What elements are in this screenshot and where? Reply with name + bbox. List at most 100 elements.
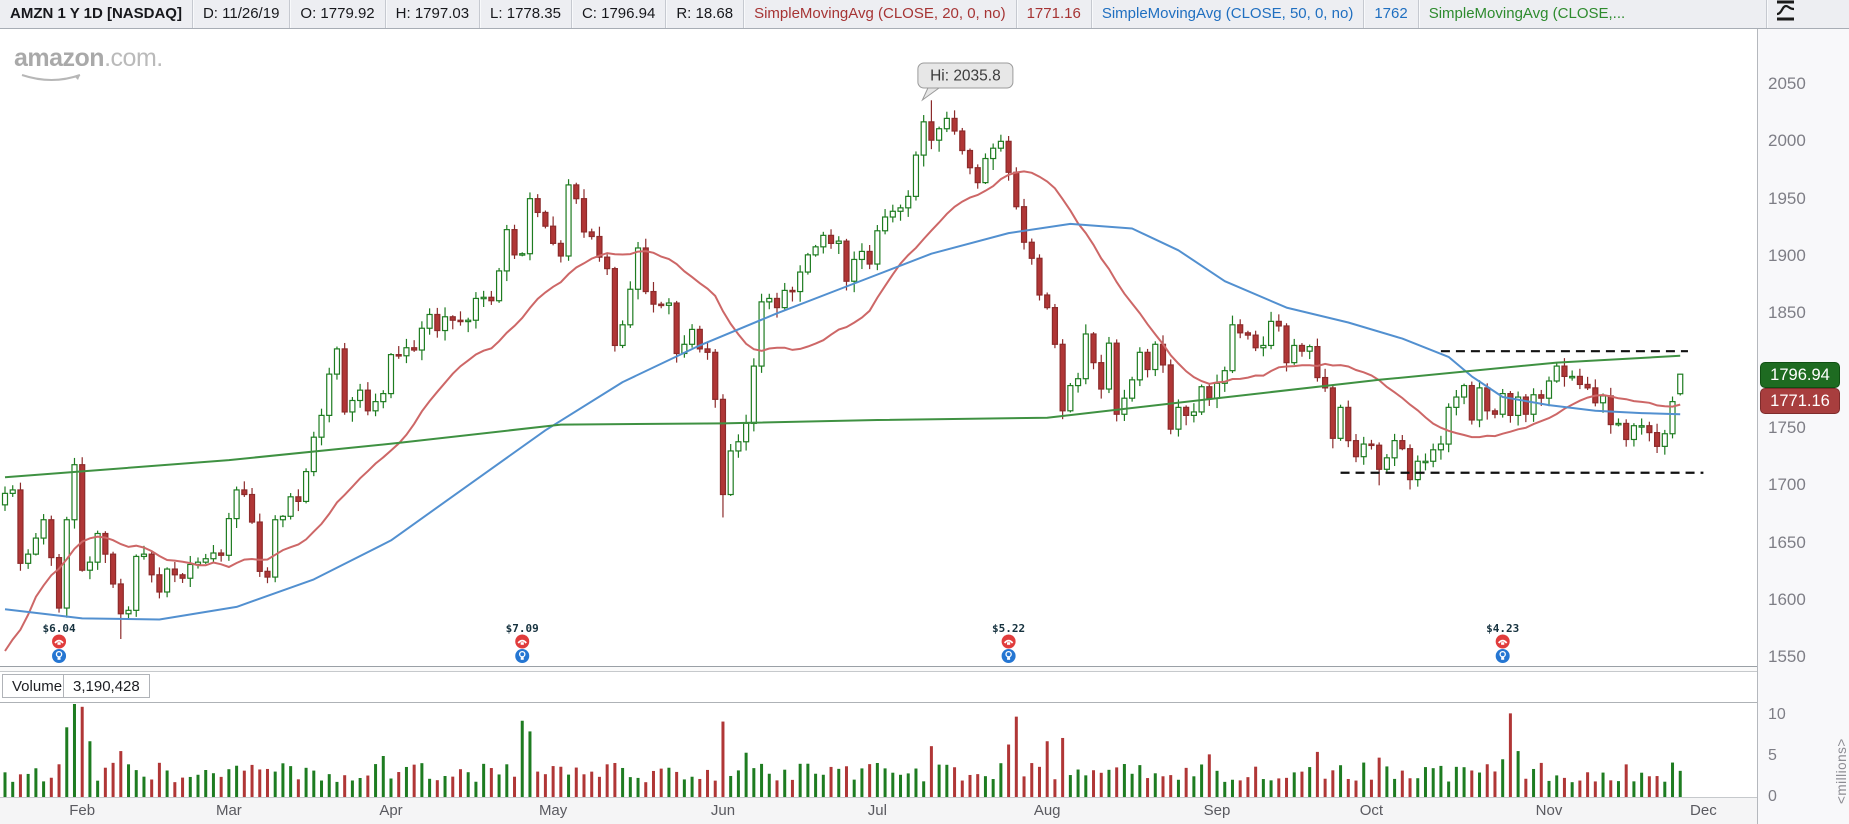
volume-bar bbox=[651, 770, 655, 797]
candle bbox=[959, 127, 966, 155]
candle bbox=[1144, 348, 1151, 378]
high-field: H: 1797.03 bbox=[386, 0, 481, 28]
price-tick-label: 1750 bbox=[1768, 418, 1806, 437]
candle bbox=[897, 204, 904, 221]
candle bbox=[403, 338, 410, 364]
volume-bar bbox=[204, 770, 208, 797]
volume-bar bbox=[1138, 765, 1142, 797]
sma20-study-value: 1771.16 bbox=[1017, 0, 1092, 28]
candle bbox=[295, 489, 302, 512]
volume-bar bbox=[1053, 779, 1057, 797]
volume-bar bbox=[1516, 751, 1520, 797]
volume-bar bbox=[1238, 780, 1242, 797]
volume-bar bbox=[1586, 772, 1590, 797]
candle bbox=[1399, 435, 1406, 451]
candle bbox=[395, 346, 402, 359]
sma20-line[interactable] bbox=[4, 170, 1681, 652]
candle bbox=[982, 153, 989, 185]
candle bbox=[1121, 389, 1128, 421]
volume-bar bbox=[127, 764, 131, 797]
volume-bar bbox=[1377, 757, 1381, 797]
volume-bar bbox=[482, 763, 486, 797]
candle bbox=[1206, 384, 1213, 406]
volume-bar bbox=[597, 776, 601, 797]
volume-bar bbox=[690, 776, 694, 797]
candle bbox=[218, 549, 225, 562]
earnings-marker[interactable]: $6.04 bbox=[42, 622, 76, 663]
sma200-study-label[interactable]: SimpleMovingAvg (CLOSE,... bbox=[1419, 0, 1767, 28]
candle bbox=[758, 293, 765, 373]
candle bbox=[534, 194, 541, 218]
candle bbox=[133, 554, 140, 617]
candle bbox=[1267, 311, 1275, 350]
candle bbox=[511, 224, 518, 259]
volume-bar bbox=[134, 770, 138, 797]
pane-separator[interactable] bbox=[0, 666, 1757, 672]
candle bbox=[1515, 391, 1522, 426]
candle bbox=[990, 143, 997, 170]
candle bbox=[858, 243, 866, 270]
volume-bar bbox=[1107, 769, 1111, 797]
candle bbox=[364, 382, 371, 416]
candle bbox=[1345, 400, 1352, 448]
volume-bar bbox=[551, 766, 555, 797]
candle bbox=[735, 434, 742, 458]
candle bbox=[812, 244, 819, 257]
sma200-line[interactable] bbox=[4, 354, 1681, 479]
candle bbox=[1677, 373, 1684, 396]
volume-bar bbox=[211, 773, 215, 797]
candle bbox=[32, 532, 39, 556]
earnings-bulb-icon[interactable] bbox=[52, 649, 67, 663]
low-field: L: 1778.35 bbox=[480, 0, 572, 28]
conference-call-phone-icon[interactable] bbox=[515, 634, 530, 649]
candle bbox=[1460, 383, 1468, 405]
candle bbox=[1391, 433, 1398, 467]
volume-bar bbox=[420, 763, 424, 797]
conference-call-phone-icon[interactable] bbox=[1495, 634, 1510, 649]
volume-bar bbox=[891, 772, 895, 797]
volume-bar bbox=[543, 774, 547, 797]
high-price-tooltip: Hi: 2035.8 bbox=[917, 62, 1014, 102]
candle bbox=[1113, 339, 1120, 422]
conference-call-phone-icon[interactable] bbox=[52, 634, 67, 649]
candle bbox=[1592, 379, 1599, 407]
volume-study-label[interactable]: Volume bbox=[2, 674, 73, 698]
volume-bar bbox=[844, 766, 848, 797]
symbol-label[interactable]: AMZN 1 Y 1D [NASDAQ] bbox=[0, 0, 193, 28]
volume-bar bbox=[1478, 772, 1482, 797]
sma20-study-label[interactable]: SimpleMovingAvg (CLOSE, 20, 0, no) bbox=[744, 0, 1017, 28]
candle bbox=[874, 225, 881, 271]
earnings-bulb-icon[interactable] bbox=[1001, 649, 1016, 663]
price-tick-label: 1850 bbox=[1768, 303, 1806, 323]
candle bbox=[380, 390, 387, 409]
earnings-marker[interactable]: $7.09 bbox=[506, 622, 539, 663]
eps-label: $5.22 bbox=[992, 622, 1025, 635]
volume-bar bbox=[1570, 782, 1574, 797]
earnings-bulb-icon[interactable] bbox=[1495, 649, 1510, 663]
earnings-marker[interactable]: $5.22 bbox=[992, 622, 1025, 663]
candle bbox=[318, 408, 325, 446]
month-tick-label: Nov bbox=[1535, 802, 1563, 819]
volume-bar bbox=[744, 752, 748, 797]
volume-tick-label: 5 bbox=[1768, 747, 1777, 764]
conference-call-phone-icon[interactable] bbox=[1001, 634, 1016, 649]
sma50-study-label[interactable]: SimpleMovingAvg (CLOSE, 50, 0, no) bbox=[1092, 0, 1365, 28]
candle bbox=[1314, 338, 1321, 382]
volume-bar bbox=[458, 769, 462, 797]
volume-bar bbox=[505, 764, 509, 797]
volume-bar bbox=[1215, 770, 1219, 797]
date-field: D: 11/26/19 bbox=[193, 0, 291, 28]
candle bbox=[650, 282, 657, 313]
candle bbox=[480, 290, 487, 307]
chart-style-button[interactable] bbox=[1767, 0, 1849, 28]
candle bbox=[1082, 324, 1089, 385]
candle bbox=[488, 290, 495, 305]
volume-chart-canvas[interactable] bbox=[0, 703, 1757, 797]
price-axis[interactable]: <millions> 2050 2000 1950 1900 1850 1750 1700 1… bbox=[1757, 29, 1849, 824]
candle bbox=[550, 216, 557, 246]
sma50-line[interactable] bbox=[4, 222, 1681, 621]
earnings-marker[interactable]: $4.23 bbox=[1486, 622, 1519, 663]
earnings-bulb-icon[interactable] bbox=[515, 649, 530, 663]
price-chart-canvas[interactable]: $6.04 $7.09 $5.22 $4.23 Hi: 2035.8 bbox=[0, 29, 1757, 668]
candle bbox=[171, 561, 178, 583]
